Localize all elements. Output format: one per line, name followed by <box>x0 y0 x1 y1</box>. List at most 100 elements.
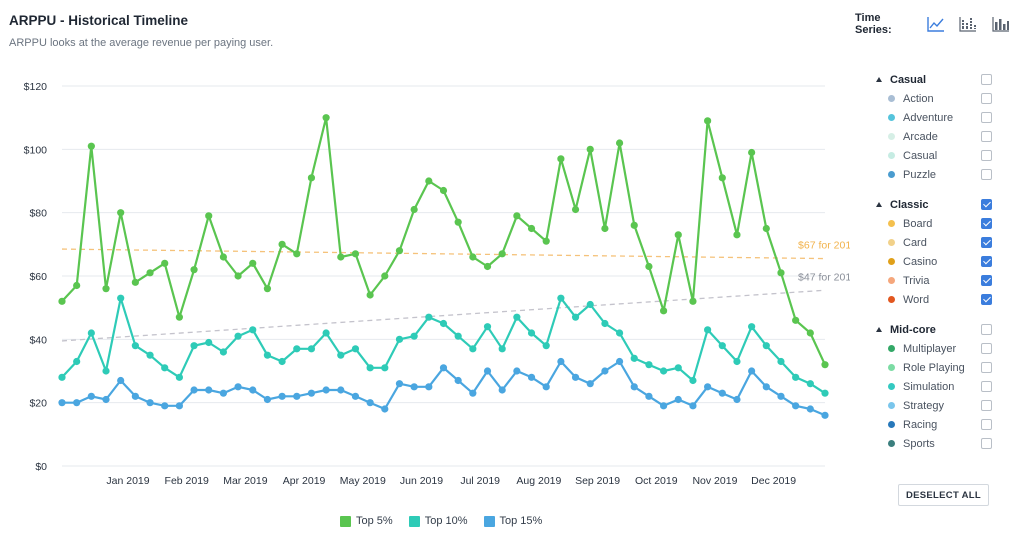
data-point <box>131 278 139 286</box>
legend-item[interactable]: Top 10% <box>408 515 468 527</box>
filter-item-checkbox[interactable] <box>981 112 992 123</box>
data-point <box>73 357 81 366</box>
data-point <box>381 405 389 413</box>
bar-chart-button[interactable] <box>992 15 1010 33</box>
data-point <box>630 221 638 229</box>
filter-item[interactable]: Multiplayer <box>868 339 998 358</box>
filter-item[interactable]: Word <box>868 290 998 309</box>
filter-item[interactable]: Role Playing <box>868 358 998 377</box>
filter-group-checkbox[interactable] <box>981 324 992 335</box>
trendline-label: $47 for 2016 <box>798 271 850 283</box>
data-point <box>792 316 800 324</box>
data-point <box>278 392 286 400</box>
data-point <box>586 300 594 309</box>
filter-item-checkbox[interactable] <box>981 343 992 354</box>
data-point <box>205 212 213 220</box>
data-point <box>117 294 125 302</box>
filter-item[interactable]: Casino <box>868 252 998 271</box>
data-point <box>410 332 418 340</box>
data-point <box>366 399 374 407</box>
filter-item-checkbox[interactable] <box>981 218 992 229</box>
y-tick-label: $60 <box>29 271 47 283</box>
filter-item[interactable]: Card <box>868 233 998 252</box>
data-point <box>718 342 726 350</box>
data-point <box>161 364 169 372</box>
data-point <box>410 383 418 391</box>
filter-item[interactable]: Board <box>868 214 998 233</box>
filter-item-checkbox[interactable] <box>981 381 992 392</box>
deselect-all-button[interactable]: DESELECT ALL <box>898 484 989 506</box>
data-point <box>322 114 330 122</box>
filter-group-checkbox[interactable] <box>981 74 992 85</box>
data-point <box>73 399 81 407</box>
filter-item[interactable]: Casual <box>868 146 998 165</box>
data-point <box>425 383 433 391</box>
filter-item-checkbox[interactable] <box>981 438 992 449</box>
filter-group: Classic Board Card Casino Trivia Word <box>868 195 998 309</box>
color-dot <box>888 402 895 409</box>
data-point <box>234 332 242 340</box>
color-dot <box>888 440 895 447</box>
data-point <box>249 259 257 267</box>
filter-group-checkbox[interactable] <box>981 199 992 210</box>
y-tick-label: $40 <box>29 334 47 346</box>
data-point <box>87 142 95 150</box>
data-point <box>87 329 95 337</box>
filter-item-checkbox[interactable] <box>981 400 992 411</box>
data-point <box>718 389 726 397</box>
legend-item[interactable]: Top 5% <box>340 515 393 527</box>
data-point <box>498 386 506 394</box>
data-point <box>190 266 198 274</box>
data-point <box>439 364 448 372</box>
filter-item-checkbox[interactable] <box>981 131 992 142</box>
data-point <box>601 319 609 328</box>
line-chart-button[interactable] <box>927 15 945 33</box>
data-point <box>395 247 404 255</box>
data-point <box>293 345 301 353</box>
filter-item[interactable]: Adventure <box>868 108 998 127</box>
filter-item-checkbox[interactable] <box>981 362 992 373</box>
color-dot <box>888 258 895 265</box>
data-point <box>410 205 418 214</box>
trendline <box>61 248 826 260</box>
filter-item-checkbox[interactable] <box>981 93 992 104</box>
data-point <box>131 392 139 400</box>
x-tick-label: Apr 2019 <box>283 475 326 487</box>
filter-item-label: Word <box>903 293 930 306</box>
data-point <box>483 367 492 375</box>
data-point <box>513 212 521 220</box>
filter-item-checkbox[interactable] <box>981 275 992 286</box>
filter-item-label: Trivia <box>903 274 930 287</box>
filter-item[interactable]: Action <box>868 89 998 108</box>
data-point <box>557 294 565 302</box>
filter-item-checkbox[interactable] <box>981 256 992 267</box>
legend-item[interactable]: Top 15% <box>483 515 542 527</box>
filter-group-header[interactable]: Mid-core <box>868 320 998 339</box>
stacked-bar-chart-button[interactable] <box>959 15 977 33</box>
data-point <box>263 285 272 293</box>
data-point <box>175 402 183 410</box>
filter-item[interactable]: Puzzle <box>868 165 998 184</box>
filter-item[interactable]: Sports <box>868 434 998 453</box>
filter-item-checkbox[interactable] <box>981 169 992 180</box>
data-point <box>102 285 110 293</box>
y-tick-label: $0 <box>35 461 47 473</box>
filter-item-label: Action <box>903 92 934 105</box>
filter-item-checkbox[interactable] <box>981 419 992 430</box>
filter-group-header[interactable]: Classic <box>868 195 998 214</box>
x-tick-label: Feb 2019 <box>165 475 210 487</box>
data-point <box>601 224 609 233</box>
filter-item[interactable]: Simulation <box>868 377 998 396</box>
data-point <box>659 307 668 315</box>
filter-item-checkbox[interactable] <box>981 294 992 305</box>
filter-item-checkbox[interactable] <box>981 237 992 248</box>
filter-item[interactable]: Strategy <box>868 396 998 415</box>
filter-item-checkbox[interactable] <box>981 150 992 161</box>
filter-item[interactable]: Arcade <box>868 127 998 146</box>
data-point <box>190 342 198 350</box>
filter-group-header[interactable]: Casual <box>868 70 998 89</box>
filter-item[interactable]: Trivia <box>868 271 998 290</box>
x-tick-label: Jul 2019 <box>460 475 500 487</box>
data-point <box>674 231 682 239</box>
filter-item[interactable]: Racing <box>868 415 998 434</box>
